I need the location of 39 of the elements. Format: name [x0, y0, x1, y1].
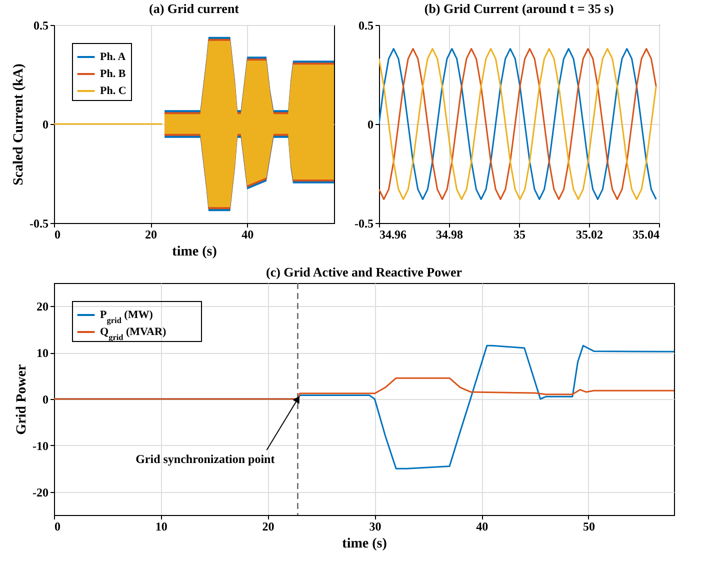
y-tick-label: 0.5	[34, 18, 48, 32]
x-axis-title: time (s)	[342, 536, 388, 552]
y-axis-title: Grid Power	[14, 364, 30, 435]
x-tick-label: 35.02	[576, 228, 603, 242]
y-tick-label: 0.5	[358, 18, 374, 32]
x-tick-label: 10	[155, 520, 168, 534]
legend-label: Ph. C	[100, 85, 126, 97]
legend-label: P$_{grid}$ (MW)	[100, 309, 154, 324]
chart-title: (c) Grid Active and Reactive Power	[266, 264, 462, 280]
x-tick-label: 30	[369, 520, 382, 534]
x-tick-label: 35.04	[632, 228, 660, 242]
x-tick-label: 0	[54, 520, 60, 534]
y-axis-title: Scaled Current (kA)	[12, 63, 27, 186]
y-tick-label: 0	[42, 118, 48, 132]
legend-label: Ph. A	[100, 51, 126, 63]
line-series	[379, 48, 657, 200]
y-tick-label: -0.5	[354, 216, 374, 230]
y-tick-label: 10	[36, 346, 48, 360]
x-tick-label: 35	[514, 228, 526, 242]
y-tick-label: -0.5	[30, 216, 48, 230]
y-tick-label: -20	[32, 485, 48, 500]
chart-title: (a) Grid current	[148, 1, 240, 16]
y-tick-label: 20	[36, 300, 48, 314]
y-tick-label: 0	[368, 118, 374, 132]
annotation: Grid synchronization point	[136, 452, 275, 466]
x-tick-label: 40	[242, 228, 254, 242]
y-tick-label: 0	[42, 392, 48, 406]
x-axis-title: time (s)	[172, 244, 218, 260]
legend-label: Q$_{grid}$ (MVAR)	[100, 326, 166, 342]
legend-label: Ph. B	[100, 68, 126, 80]
x-tick-label: 20	[262, 520, 274, 534]
chart-title: (b) Grid Current (around t = 35 s)	[424, 1, 614, 16]
y-tick-label: -10	[32, 438, 48, 453]
x-tick-label: 0	[54, 228, 60, 242]
x-tick-label: 50	[582, 520, 595, 534]
x-tick-label: 20	[145, 228, 158, 242]
x-tick-label: 34.98	[436, 228, 463, 242]
x-tick-label: 34.96	[380, 228, 406, 242]
x-tick-label: 40	[476, 520, 488, 534]
